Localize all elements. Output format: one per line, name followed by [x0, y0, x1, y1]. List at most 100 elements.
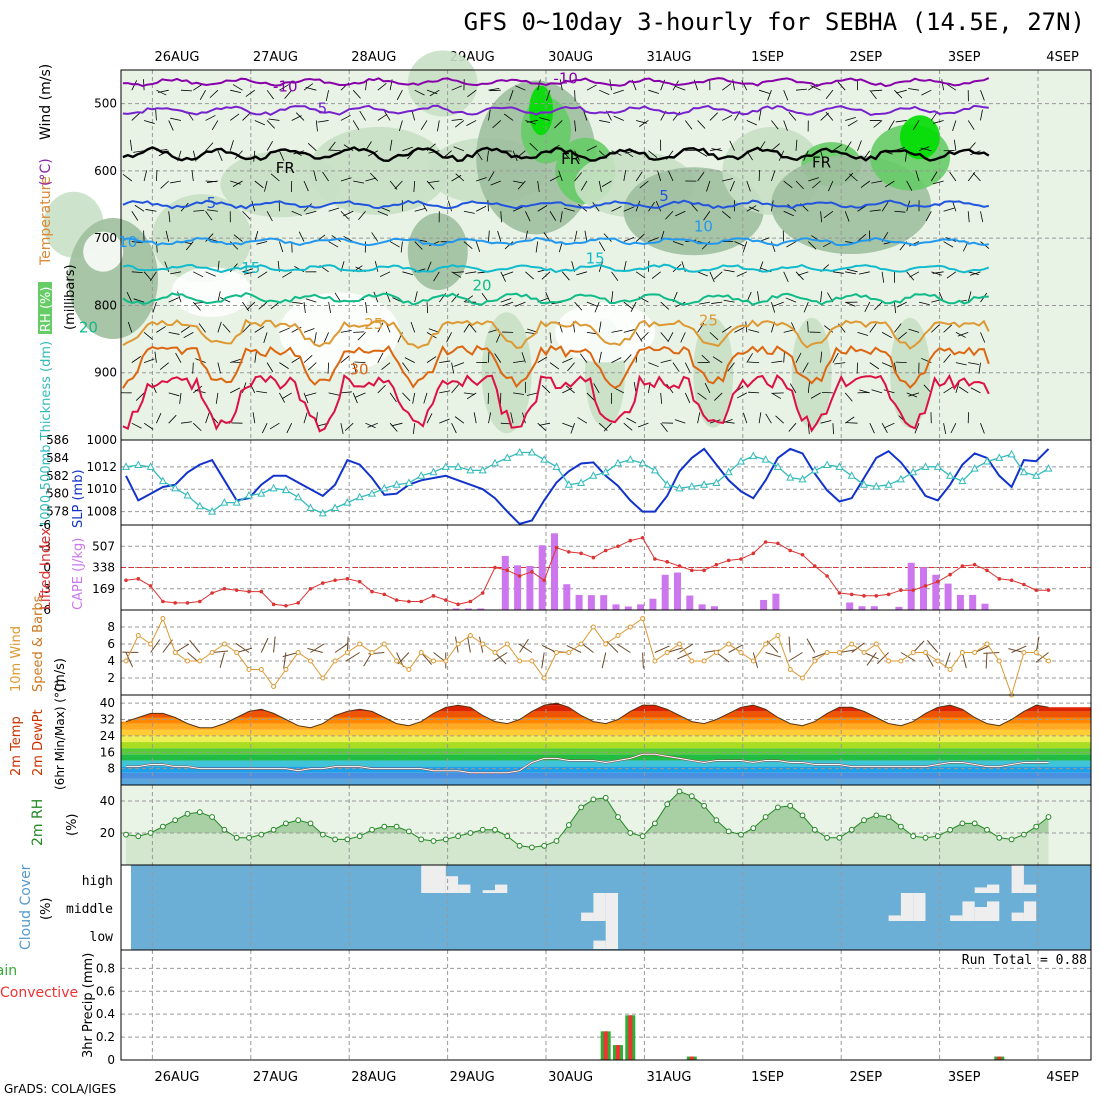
date-label-top: 2SEP: [850, 50, 883, 65]
wind-barb: [323, 332, 329, 343]
temp-band: [121, 772, 1091, 779]
rh-legend-swatch: [38, 282, 52, 334]
wind-barb: [832, 271, 844, 274]
wind-barb: [857, 140, 862, 151]
wind-barb: [949, 171, 957, 182]
precip-convective-bar: [689, 1056, 694, 1060]
wind-barb-10m: [493, 652, 508, 662]
wind-speed-marker: [1021, 650, 1027, 655]
slp-tick-label: 1008: [86, 505, 117, 519]
wind-barb: [185, 241, 194, 251]
wind-barb: [230, 387, 241, 394]
wind-barb: [570, 423, 575, 434]
wind-barb: [488, 412, 492, 424]
wind-barb: [242, 268, 254, 273]
wind-barb: [795, 88, 807, 91]
wind-barb: [205, 412, 210, 424]
wind-barb: [699, 301, 710, 305]
wind-barb: [193, 209, 205, 212]
lifted-tick-label: -3: [39, 539, 51, 553]
wind-barb: [175, 352, 182, 363]
wind-barb: [881, 201, 889, 212]
wind-barb: [639, 120, 649, 127]
thickness-marker: [318, 508, 327, 517]
lifted-index-marker: [468, 599, 473, 604]
precip-convective-bar: [603, 1031, 608, 1060]
rh-marker: [467, 830, 474, 836]
wind-barb-10m: [866, 652, 877, 666]
wind-barb: [206, 180, 218, 183]
wind-barb: [127, 321, 133, 333]
cloud-gap: [605, 921, 618, 949]
wind-barb: [328, 141, 336, 151]
rh-marker: [135, 833, 142, 840]
rh-marker: [160, 823, 166, 830]
wind-barb: [623, 422, 633, 431]
rh-marker: [885, 814, 892, 820]
thickness-marker: [429, 467, 438, 476]
wind-barb: [344, 422, 354, 431]
wind-barb: [252, 412, 256, 424]
wind-barb: [721, 325, 732, 333]
wind-barb: [684, 392, 691, 404]
wind-barb: [613, 89, 624, 94]
rh-marker: [578, 804, 584, 811]
wind-barb: [492, 120, 502, 129]
wind-barb: [242, 301, 250, 312]
wind-barb: [313, 170, 317, 182]
wind-barb: [748, 361, 760, 364]
wind-barb: [603, 422, 612, 432]
lifted-index-marker: [407, 599, 411, 604]
thickness-marker: [134, 460, 143, 469]
wind-barb: [969, 271, 981, 276]
wind-barb: [463, 210, 475, 214]
wind-tick-label: 6: [107, 637, 115, 651]
wind-barb: [488, 87, 500, 91]
wind-speed-line: [125, 617, 1049, 697]
wind-barb: [869, 362, 880, 370]
rh-marker: [824, 834, 830, 841]
cloud-axis-title: Cloud Cover: [18, 864, 34, 950]
rh-marker: [381, 823, 388, 830]
rh-marker: [332, 836, 339, 843]
wind-barb: [630, 301, 637, 313]
wind-barb: [355, 392, 366, 398]
wind-barb-10m: [716, 652, 730, 663]
wind-barb: [384, 110, 391, 121]
wind-barb-10m: [983, 652, 1000, 654]
thickness-marker: [995, 453, 1004, 461]
wind-barb: [340, 329, 352, 333]
wind-barb: [771, 241, 776, 253]
wind-barb: [598, 261, 604, 272]
slp-thickness-panel: [120, 439, 1092, 526]
wind-barb: [857, 205, 867, 212]
cloud-gap: [1023, 884, 1037, 893]
lifted-tick-label: 6: [43, 603, 51, 617]
wind-barb-10m: [363, 652, 373, 667]
wind-barb: [433, 271, 440, 282]
lifted-index-marker: [665, 560, 669, 564]
wind-speed-marker: [1033, 650, 1039, 655]
thickness-marker: [810, 465, 819, 474]
thickness-marker: [933, 462, 942, 470]
cape-bar: [538, 545, 546, 610]
wind-barb: [742, 241, 748, 253]
wind-barb: [623, 170, 627, 182]
wind-barb: [426, 356, 437, 363]
cloud-gap: [593, 893, 606, 921]
wind-barb: [908, 241, 920, 247]
cape-bar: [612, 604, 620, 610]
rh-marker: [406, 828, 412, 835]
lifted-index-marker: [530, 569, 534, 574]
wind-barb: [513, 180, 524, 184]
wind-barb-10m: [654, 645, 670, 653]
wind-barb: [168, 297, 179, 303]
wind-barb: [463, 322, 471, 333]
wind-barb: [623, 206, 635, 212]
rh-marker: [725, 828, 732, 835]
wind-barb: [168, 211, 171, 223]
wind-barb: [697, 271, 708, 277]
precip-convective-bar: [616, 1045, 620, 1060]
rh-marker: [541, 842, 548, 849]
isotherm-line: [122, 236, 989, 247]
